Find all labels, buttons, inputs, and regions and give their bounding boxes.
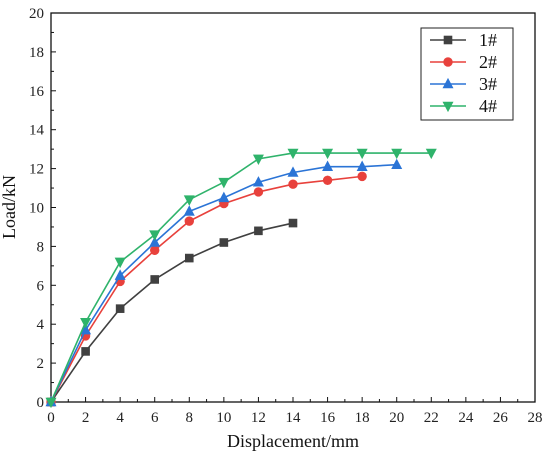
legend-label: 4# bbox=[479, 96, 497, 116]
data-point-triangle-down bbox=[287, 148, 299, 160]
data-point-triangle-up bbox=[391, 158, 403, 170]
x-tick-label: 4 bbox=[116, 410, 124, 426]
data-point-triangle-down bbox=[356, 148, 368, 160]
legend-marker-circle bbox=[443, 57, 453, 67]
data-point-triangle-down bbox=[252, 154, 264, 166]
y-tick-label: 2 bbox=[37, 356, 45, 372]
data-point-circle bbox=[184, 216, 194, 226]
data-point-circle bbox=[150, 245, 160, 255]
y-tick-label: 8 bbox=[37, 239, 45, 255]
data-point-square bbox=[288, 218, 298, 228]
series-3 bbox=[45, 158, 403, 407]
y-tick-label: 20 bbox=[29, 6, 44, 22]
y-axis-title: Load/kN bbox=[0, 175, 19, 239]
legend-marker-square bbox=[443, 35, 453, 45]
series-layer bbox=[45, 148, 437, 409]
data-point-triangle-up bbox=[218, 191, 230, 203]
data-point-triangle-up bbox=[356, 160, 368, 171]
data-point-circle bbox=[357, 171, 367, 182]
y-tick-label: 0 bbox=[37, 395, 45, 411]
data-point-triangle-up bbox=[287, 166, 299, 177]
data-point-triangle-down bbox=[114, 257, 126, 269]
data-point-square bbox=[184, 253, 194, 263]
x-tick-label: 22 bbox=[424, 410, 439, 426]
data-point-triangle-up bbox=[183, 205, 195, 216]
legend-label: 3# bbox=[479, 74, 497, 94]
x-tick-label: 26 bbox=[493, 410, 509, 426]
data-point-triangle-down bbox=[80, 317, 92, 329]
y-tick-label: 16 bbox=[29, 84, 45, 100]
legend-label: 2# bbox=[479, 52, 497, 72]
x-tick-label: 10 bbox=[216, 410, 231, 426]
x-tick-label: 6 bbox=[151, 410, 159, 426]
x-tick-label: 14 bbox=[286, 410, 302, 426]
legend-marker-triangle-down bbox=[442, 101, 454, 113]
x-tick-label: 24 bbox=[458, 410, 474, 426]
x-tick-label: 28 bbox=[528, 410, 543, 426]
x-axis-title: Displacement/mm bbox=[227, 431, 359, 451]
series-2 bbox=[46, 171, 367, 407]
series-4 bbox=[45, 148, 437, 409]
data-point-triangle-up bbox=[149, 236, 161, 247]
y-tick-label: 10 bbox=[29, 201, 44, 217]
y-tick-label: 18 bbox=[29, 45, 44, 61]
series-line bbox=[50, 175, 363, 403]
x-tick-label: 8 bbox=[186, 410, 194, 426]
y-tick-label: 12 bbox=[29, 162, 44, 178]
x-tick-label: 18 bbox=[355, 410, 370, 426]
data-point-square bbox=[81, 347, 90, 356]
y-tick-label: 14 bbox=[29, 123, 45, 139]
data-point-triangle-down bbox=[149, 230, 161, 241]
y-tick-label: 6 bbox=[37, 278, 45, 294]
x-tick-label: 12 bbox=[251, 410, 266, 426]
data-point-square bbox=[150, 275, 160, 284]
data-point-square bbox=[115, 304, 125, 313]
data-point-circle bbox=[288, 179, 298, 189]
x-tick-label: 16 bbox=[320, 410, 336, 426]
y-tick-label: 4 bbox=[37, 317, 45, 333]
legend-label: 1# bbox=[479, 30, 497, 50]
x-tick-label: 2 bbox=[82, 410, 90, 426]
data-point-triangle-down bbox=[391, 148, 403, 160]
data-point-triangle-down bbox=[45, 397, 57, 409]
data-point-triangle-up bbox=[322, 160, 334, 171]
legend-marker-triangle-up bbox=[442, 77, 454, 89]
series-1 bbox=[46, 218, 298, 407]
legend-box bbox=[420, 27, 514, 121]
data-point-triangle-down bbox=[322, 148, 334, 160]
x-tick-label: 0 bbox=[47, 410, 55, 426]
data-point-triangle-up bbox=[114, 269, 126, 280]
x-tick-label: 20 bbox=[389, 410, 404, 426]
series-line bbox=[50, 152, 432, 403]
y-axis-ticks: 0 2 4 6 8 10 12 14 16 18 20 bbox=[29, 6, 56, 411]
data-point-triangle-down bbox=[218, 177, 230, 189]
data-point-triangle-up bbox=[252, 176, 264, 187]
legend: 1#2#3#4# bbox=[420, 27, 514, 121]
data-point-triangle-down bbox=[425, 148, 437, 160]
data-point-circle bbox=[253, 187, 264, 197]
series-line bbox=[50, 222, 294, 403]
data-point-circle bbox=[322, 175, 333, 185]
data-point-square bbox=[254, 226, 263, 236]
data-point-triangle-down bbox=[183, 195, 195, 206]
data-point-square bbox=[219, 238, 229, 247]
